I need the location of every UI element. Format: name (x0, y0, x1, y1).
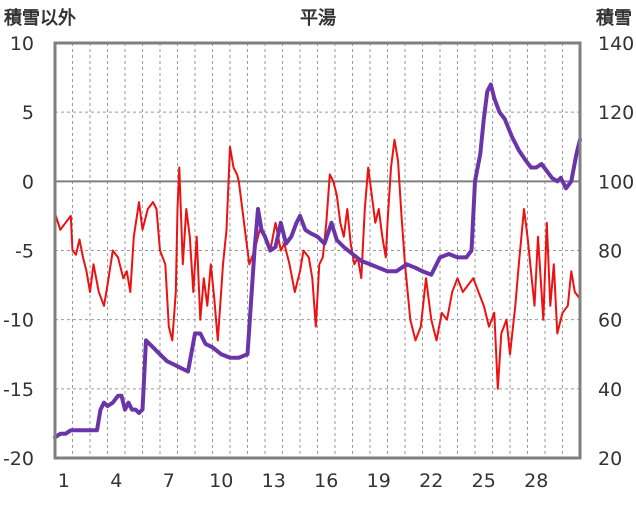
left-tick-label: 0 (22, 171, 34, 193)
x-tick-label: 16 (314, 470, 338, 492)
right-tick-label: 20 (598, 448, 622, 470)
left-tick-label: -10 (3, 310, 34, 332)
x-tick-label: 19 (367, 470, 391, 492)
x-tick-label: 7 (163, 470, 175, 492)
x-tick-label: 10 (209, 470, 233, 492)
right-tick-label: 140 (598, 33, 634, 55)
gridlines (55, 43, 580, 458)
left-tick-label: -15 (3, 379, 34, 401)
right-axis-title: 積雪 (595, 7, 632, 29)
left-tick-label: 10 (10, 33, 34, 55)
series-line-temperature (54, 138, 581, 390)
x-tick-label: 13 (262, 470, 286, 492)
left-axis-title: 積雪以外 (3, 7, 76, 29)
left-tick-label: -5 (15, 241, 34, 263)
labels-layer: 積雪以外 平湯 積雪 1050-5-10-15-2014012010080604… (3, 7, 634, 492)
right-tick-label: 60 (598, 310, 622, 332)
series-line-snow-depth (53, 82, 582, 440)
series-layer (53, 82, 582, 440)
right-tick-label: 40 (598, 379, 622, 401)
x-tick-label: 28 (524, 470, 548, 492)
frame-layer (53, 41, 582, 460)
plot-frame (53, 41, 582, 460)
x-tick-label: 25 (472, 470, 496, 492)
x-tick-label: 22 (419, 470, 443, 492)
left-tick-label: 5 (22, 102, 34, 124)
right-tick-label: 120 (598, 102, 634, 124)
x-tick-label: 1 (58, 470, 70, 492)
left-tick-label: -20 (3, 448, 34, 470)
chart-title: 平湯 (300, 8, 336, 29)
x-tick-label: 4 (110, 470, 122, 492)
right-tick-label: 100 (598, 171, 634, 193)
right-tick-label: 80 (598, 241, 622, 263)
